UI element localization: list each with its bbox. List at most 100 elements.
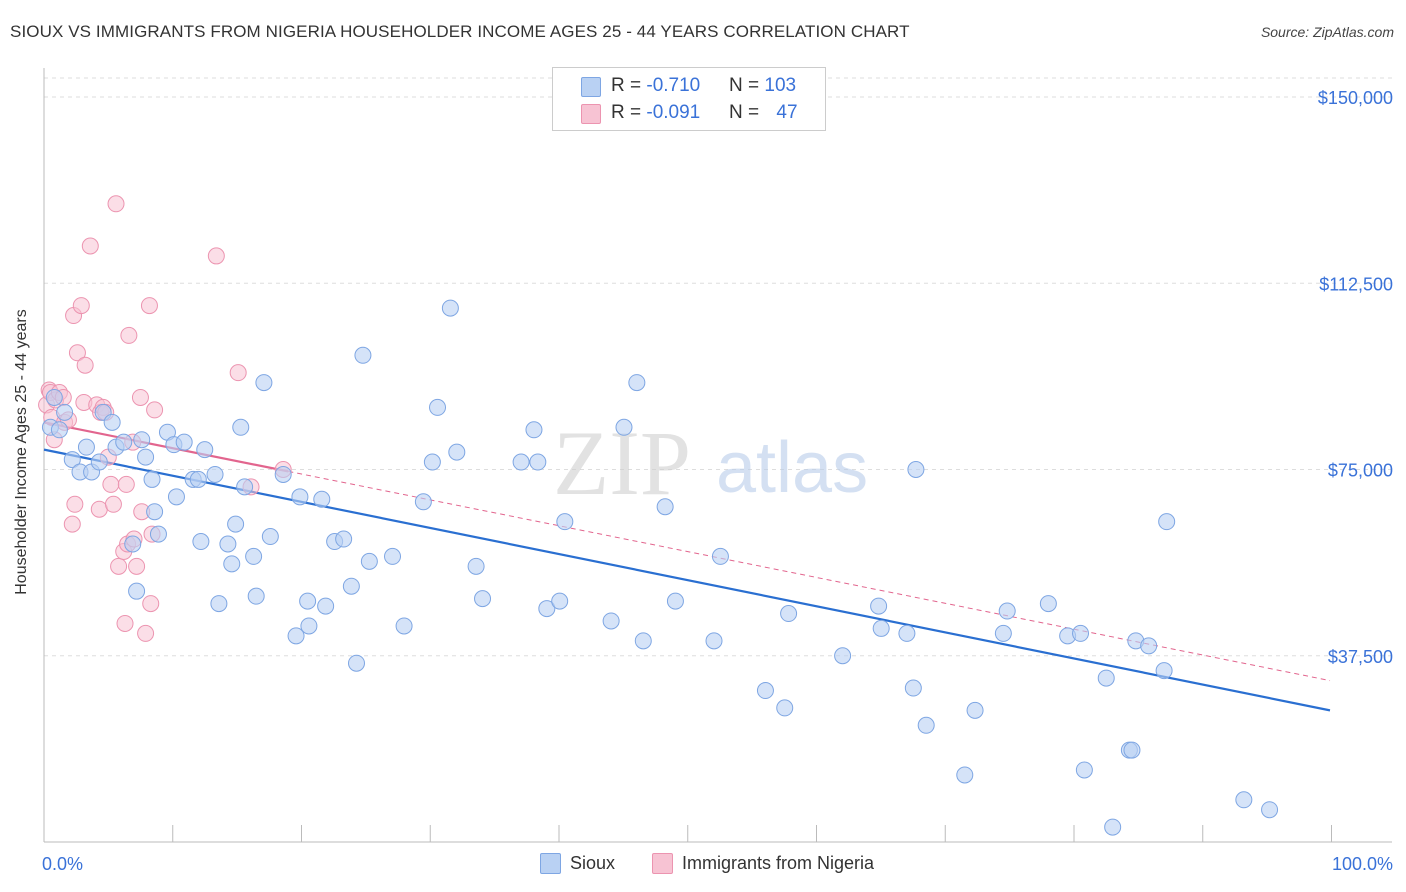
nigeria-data-point xyxy=(107,195,125,213)
sioux-data-point xyxy=(167,488,185,506)
nigeria-data-point xyxy=(131,388,149,406)
nigeria-data-point xyxy=(229,364,247,382)
y-tick-label: $112,500 xyxy=(1319,274,1393,294)
sioux-data-point xyxy=(255,374,273,392)
sioux-data-point xyxy=(474,590,492,608)
nigeria-data-point xyxy=(140,297,158,315)
sioux-data-point xyxy=(124,535,142,553)
nigeria-data-point xyxy=(110,557,128,575)
sioux-data-point xyxy=(146,503,164,521)
r-value: -0.710 xyxy=(646,75,701,96)
nigeria-data-point xyxy=(81,237,99,255)
sioux-data-point xyxy=(137,448,155,466)
sioux-data-point xyxy=(175,433,193,451)
sioux-data-point xyxy=(448,443,466,461)
sioux-data-point xyxy=(1158,513,1176,531)
nigeria-data-point xyxy=(102,475,120,493)
n-stat: N = 103 xyxy=(729,75,797,96)
sioux-data-point xyxy=(206,465,224,483)
nigeria-data-point xyxy=(116,614,134,632)
source-label: Source: ZipAtlas.com xyxy=(1260,24,1394,40)
sioux-data-point xyxy=(335,530,353,548)
sioux-data-point xyxy=(354,346,372,364)
nigeria-data-point xyxy=(104,495,122,513)
sioux-data-point xyxy=(342,577,360,595)
x-tick-label-min: 0.0% xyxy=(42,854,83,874)
nigeria-data-point xyxy=(117,475,135,493)
sioux-data-point xyxy=(232,418,250,436)
sioux-data-point xyxy=(966,701,984,719)
r-value: -0.091 xyxy=(646,102,701,123)
nigeria-swatch xyxy=(581,104,601,124)
correlation-legend: R = -0.710 N = 103 R = -0.091 N = 47 xyxy=(552,67,826,131)
y-tick-label: $75,000 xyxy=(1328,461,1393,481)
sioux-data-point xyxy=(602,612,620,630)
chart-title: SIOUX VS IMMIGRANTS FROM NIGERIA HOUSEHO… xyxy=(10,22,910,41)
sioux-data-point xyxy=(1075,761,1093,779)
sioux-data-point xyxy=(525,421,543,439)
y-axis-label: Householder Income Ages 25 - 44 years xyxy=(13,309,30,595)
sioux-data-point xyxy=(551,592,569,610)
sioux-data-point xyxy=(128,582,146,600)
sioux-data-point xyxy=(529,453,547,471)
sioux-data-point xyxy=(384,547,402,565)
sioux-data-point xyxy=(347,654,365,672)
n-value: 103 xyxy=(764,75,797,96)
sioux-trend-line xyxy=(43,448,1331,712)
sioux-data-point xyxy=(628,374,646,392)
sioux-data-point xyxy=(247,587,265,605)
sioux-data-point xyxy=(313,490,331,508)
sioux-data-point xyxy=(45,388,63,406)
sioux-data-point xyxy=(429,398,447,416)
sioux-data-point xyxy=(189,470,207,488)
sioux-data-point xyxy=(299,592,317,610)
sioux-data-point xyxy=(227,515,245,533)
sioux-data-point xyxy=(834,647,852,665)
nigeria-data-point xyxy=(128,557,146,575)
sioux-data-point xyxy=(512,453,530,471)
nigeria-swatch xyxy=(652,853,673,874)
sioux-data-point xyxy=(756,682,774,700)
y-tick-label: $37,500 xyxy=(1328,647,1393,667)
sioux-data-point xyxy=(904,679,922,697)
sioux-data-point xyxy=(1155,662,1173,680)
nigeria-data-point xyxy=(68,344,86,362)
sioux-data-point xyxy=(538,600,556,618)
sioux-data-point xyxy=(223,555,241,573)
sioux-data-point xyxy=(656,498,674,516)
sioux-data-point xyxy=(776,699,794,717)
nigeria-data-point xyxy=(207,247,225,265)
sioux-data-point xyxy=(1123,741,1141,759)
sioux-data-point xyxy=(1097,669,1115,687)
sioux-data-point xyxy=(77,438,95,456)
sioux-data-point xyxy=(705,632,723,650)
sioux-data-point xyxy=(870,597,888,615)
nigeria-data-point xyxy=(76,356,94,374)
watermark-atlas: atlas xyxy=(716,428,868,508)
sioux-data-point xyxy=(210,595,228,613)
sioux-data-point xyxy=(1104,818,1122,836)
legend-row-nigeria: R = -0.091 N = 47 xyxy=(553,101,825,127)
sioux-swatch xyxy=(581,77,601,97)
sioux-data-point xyxy=(192,533,210,551)
sioux-data-point xyxy=(360,552,378,570)
sioux-data-point xyxy=(1072,624,1090,642)
r-stat: R = -0.710 xyxy=(611,75,701,96)
sioux-data-point xyxy=(666,592,684,610)
nigeria-data-point xyxy=(142,595,160,613)
sioux-data-point xyxy=(1261,801,1279,819)
sioux-data-point xyxy=(133,431,151,449)
nigeria-data-point xyxy=(137,624,155,642)
sioux-data-point xyxy=(287,627,305,645)
sioux-data-point xyxy=(196,441,214,459)
legend-label: Sioux xyxy=(570,853,616,873)
sioux-data-point xyxy=(90,453,108,471)
sioux-data-point xyxy=(780,605,798,623)
sioux-data-point xyxy=(556,513,574,531)
sioux-data-point xyxy=(63,451,81,469)
nigeria-data-point xyxy=(72,297,90,315)
r-stat: R = -0.091 xyxy=(611,102,701,123)
sioux-data-point xyxy=(414,493,432,511)
sioux-data-point xyxy=(467,557,485,575)
